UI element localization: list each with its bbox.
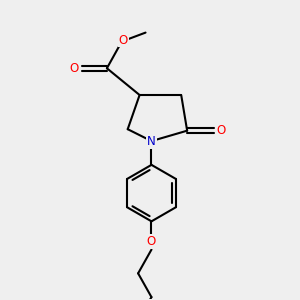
Text: O: O bbox=[217, 124, 226, 137]
Text: O: O bbox=[70, 62, 79, 75]
Text: O: O bbox=[147, 235, 156, 248]
Text: O: O bbox=[118, 34, 128, 46]
Text: N: N bbox=[147, 135, 156, 148]
